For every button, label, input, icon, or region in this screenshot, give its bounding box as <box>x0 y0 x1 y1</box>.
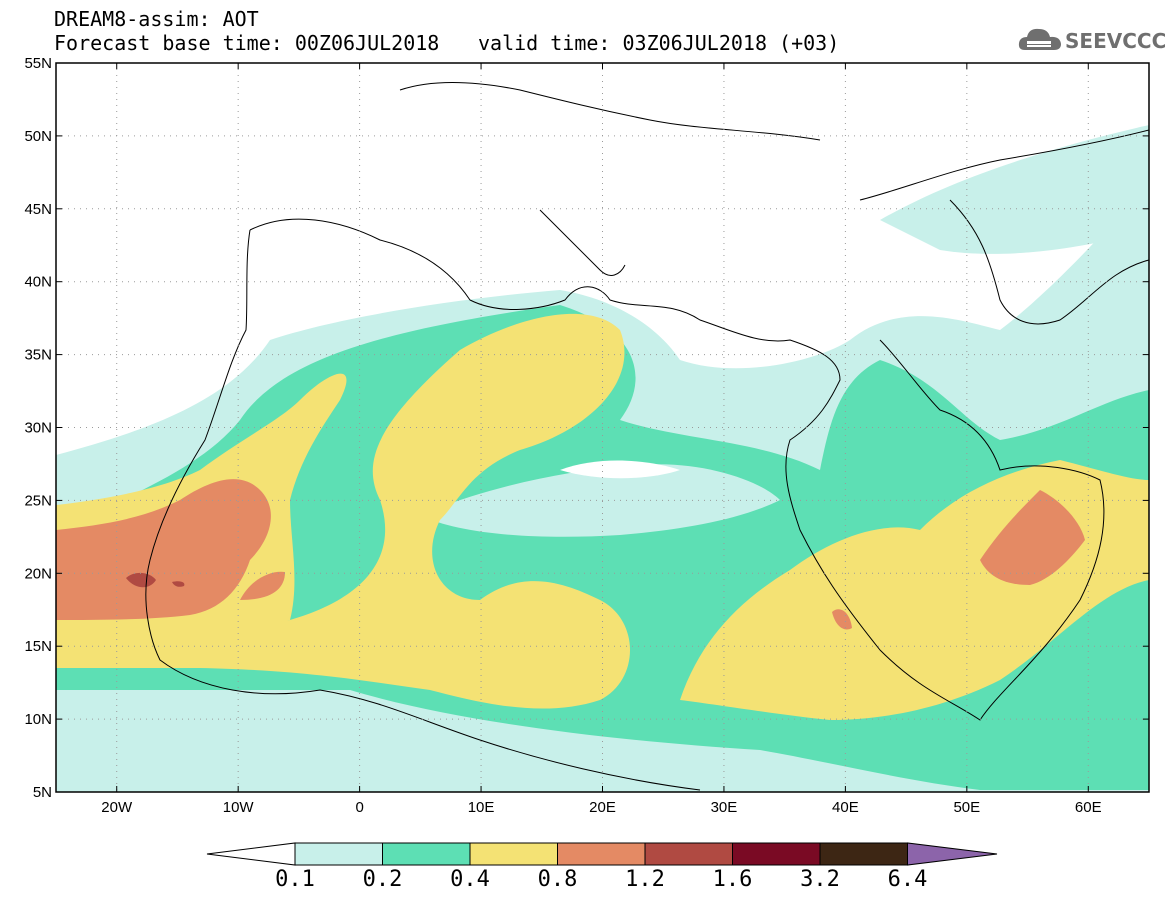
lat-tick-label: 15N <box>24 638 52 655</box>
aot-colorbar <box>206 842 998 866</box>
axis-tick-labels: 55N 50N 45N 40N 35N 30N 25N 20N 15N 10N 5N 20W 10W 0 1… <box>24 55 1101 816</box>
logo-text: SEEVCCC <box>1065 29 1165 53</box>
lon-tick-label: 50E <box>953 799 980 816</box>
colorbar-swatch <box>732 842 821 866</box>
colorbar-swatch <box>557 842 646 866</box>
lat-tick-label: 35N <box>24 347 52 364</box>
lat-tick-label: 50N <box>24 128 52 145</box>
axis-ticks <box>56 62 1149 793</box>
map-title: DREAM8-assim: AOT <box>54 7 259 31</box>
colorbar-low-arrow <box>206 842 296 866</box>
lat-tick-label: 20N <box>24 565 52 582</box>
colorbar-swatch <box>382 842 471 866</box>
lon-tick-label: 40E <box>832 799 859 816</box>
lat-tick-label: 30N <box>24 420 52 437</box>
colorbar-label: 0.4 <box>450 867 490 892</box>
valid-time: valid time: 03Z06JUL2018 (+03) <box>478 31 840 55</box>
colorbar-swatch <box>294 842 383 866</box>
lat-tick-label: 5N <box>33 784 52 801</box>
lon-tick-label: 20W <box>101 799 133 816</box>
lon-tick-label: 10E <box>468 799 495 816</box>
forecast-base-time: Forecast base time: 00Z06JUL2018 <box>54 31 440 55</box>
lon-tick-label: 60E <box>1075 799 1102 816</box>
colorbar-label: 0.1 <box>275 867 315 892</box>
lon-tick-label: 10W <box>223 799 255 816</box>
coastlines <box>145 82 1149 791</box>
lat-tick-label: 25N <box>24 492 52 509</box>
lat-tick-label: 55N <box>24 55 52 72</box>
colorbar-swatch <box>819 842 908 866</box>
lon-tick-label: 20E <box>589 799 616 816</box>
colorbar-label: 1.2 <box>625 867 665 892</box>
colorbar-swatch <box>644 842 733 866</box>
colorbar-label: 0.2 <box>362 867 403 892</box>
cloud-icon <box>1018 28 1061 50</box>
lon-tick-label: 0 <box>355 799 363 816</box>
lat-tick-label: 40N <box>24 274 52 291</box>
lon-tick-label: 30E <box>711 799 738 816</box>
seevccc-logo: SEEVCCC <box>1017 24 1165 58</box>
lat-tick-label: 45N <box>24 201 52 218</box>
colorbar-label: 1.6 <box>712 867 753 892</box>
colorbar-label: 6.4 <box>887 867 928 892</box>
colorbar-label: 3.2 <box>800 867 840 892</box>
aot-shading <box>56 125 1149 792</box>
lat-tick-label: 10N <box>24 711 52 728</box>
gridlines <box>56 63 1149 792</box>
colorbar-high-arrow <box>907 842 998 866</box>
colorbar-swatch <box>469 842 558 866</box>
colorbar-label: 0.8 <box>537 867 578 892</box>
